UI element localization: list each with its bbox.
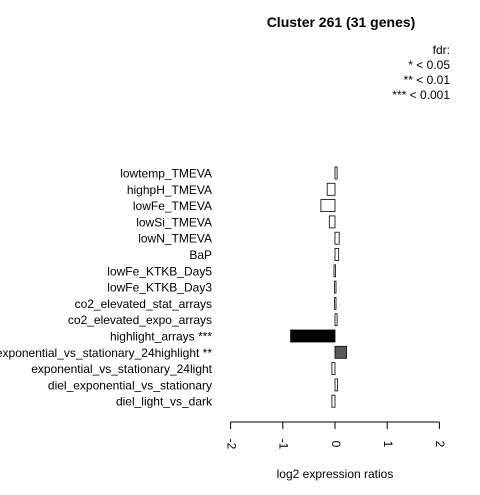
category-label: highlight_arrays *** [110, 330, 212, 344]
category-label: lowFe_TMEVA [133, 199, 212, 213]
x-tick-label: 1 [381, 441, 395, 448]
bar [334, 313, 338, 327]
bar [326, 182, 336, 196]
bar [334, 296, 337, 310]
bar [328, 215, 336, 229]
category-label: co2_elevated_stat_arrays [75, 297, 212, 311]
category-label: co2_elevated_expo_arrays [68, 313, 212, 327]
bar [334, 280, 337, 294]
chart-title: Cluster 261 (31 genes) [267, 14, 416, 30]
category-label: lowSi_TMEVA [136, 215, 212, 229]
bars: lowtemp_TMEVA highpH_TMEVA lowFe_TMEVA lowS… [0, 167, 347, 409]
bar [334, 248, 340, 261]
bar [333, 264, 336, 278]
legend-line: * < 0.05 [408, 58, 450, 72]
bar [334, 378, 338, 392]
legend-line: *** < 0.001 [392, 88, 450, 102]
bar [334, 345, 347, 359]
bar [320, 199, 336, 213]
x-tick-label: 2 [433, 441, 447, 448]
category-label: diel_exponential_vs_stationary [48, 378, 212, 392]
bar [290, 329, 336, 343]
bar [334, 231, 340, 245]
legend-line: ** < 0.01 [404, 73, 451, 87]
bar [334, 166, 338, 180]
category-label: exponential_vs_stationary_24light [31, 362, 212, 376]
category-label: lowN_TMEVA [138, 232, 212, 246]
category-label: lowFe_KTKB_Day3 [107, 281, 212, 295]
bar [331, 394, 336, 408]
category-label: highpH_TMEVA [127, 183, 212, 197]
x-tick-label: -1 [277, 439, 291, 450]
legend-line: fdr: [433, 43, 450, 57]
category-label: diel_light_vs_dark [116, 395, 213, 409]
category-label: lowtemp_TMEVA [120, 167, 212, 181]
x-tick-label: 0 [329, 441, 343, 448]
category-label: exponential_vs_stationary_24highlight ** [0, 346, 212, 360]
legend: fdr:* < 0.05** < 0.01*** < 0.001 [392, 43, 450, 102]
category-label: BaP [189, 248, 212, 262]
x-axis: -2 -1 0 1 2 [224, 421, 447, 450]
x-tick-label: -2 [224, 439, 238, 450]
bar [331, 362, 336, 376]
category-label: lowFe_KTKB_Day5 [107, 264, 212, 278]
x-axis-label: log2 expression ratios [277, 467, 394, 481]
